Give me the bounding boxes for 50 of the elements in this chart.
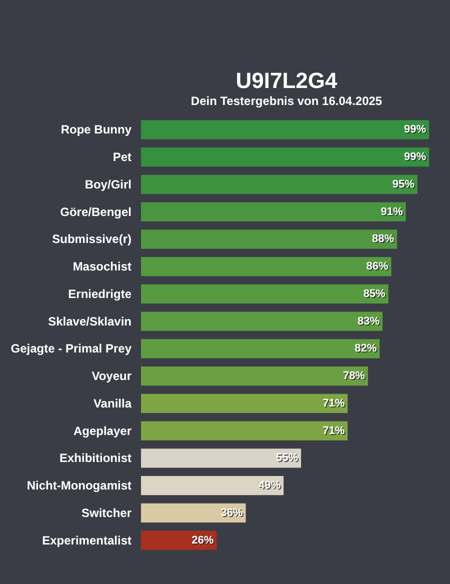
data-label: 36%	[222, 508, 244, 520]
data-label: 86%	[367, 262, 390, 274]
bar	[141, 174, 418, 194]
data-label: 26%	[192, 535, 215, 548]
chart-subtitle: Dein Testergebnis von 16.04.2025	[190, 94, 382, 108]
y-tick-label: Gejagte - Primal Prey	[10, 342, 132, 356]
data-label: 83%	[358, 316, 381, 328]
chart-title: U9I7L2G4	[236, 68, 338, 93]
data-label: 55%	[277, 453, 300, 466]
y-tick-label: Exhibitionist	[60, 451, 132, 466]
data-label: 95%	[393, 179, 416, 192]
y-tick-label: Göre/Bengel	[60, 204, 132, 219]
y-tick-label: Sklave/Sklavin	[48, 314, 132, 328]
data-label: 99%	[405, 152, 428, 164]
bar	[141, 312, 383, 331]
bar	[141, 394, 348, 414]
data-label: 71%	[324, 398, 346, 410]
y-tick-label: Experimentalist	[42, 533, 132, 548]
bar	[141, 503, 246, 523]
bar	[141, 421, 348, 440]
y-tick-label: Pet	[112, 150, 132, 164]
bar	[141, 147, 430, 167]
bar	[141, 530, 217, 550]
bar	[141, 230, 398, 249]
bar	[141, 284, 388, 304]
data-label: 88%	[373, 234, 396, 246]
data-label: 91%	[382, 206, 404, 219]
y-tick-label: Rope Bunny	[60, 122, 132, 137]
y-tick-label: Erniedrigte	[68, 286, 132, 301]
bar	[141, 256, 392, 276]
bar	[141, 476, 284, 496]
bar	[141, 202, 406, 222]
bar	[141, 366, 368, 386]
bar	[141, 120, 430, 140]
data-label: 49%	[260, 480, 282, 493]
y-tick-label: Switcher	[81, 506, 132, 520]
data-label: 82%	[356, 344, 378, 356]
y-tick-label: Nicht-Monogamist	[26, 478, 132, 493]
y-tick-label: Boy/Girl	[84, 177, 132, 192]
y-tick-label: Ageplayer	[73, 424, 132, 438]
data-label: 78%	[342, 370, 366, 382]
data-label: 99%	[405, 124, 428, 137]
bar	[141, 339, 380, 358]
y-tick-label: Vanilla	[93, 396, 132, 410]
data-label: 85%	[364, 288, 387, 301]
y-tick-label: Submissive(r)	[52, 232, 132, 246]
y-tick-label: Voyeur	[92, 369, 132, 384]
data-label: 71%	[324, 426, 346, 438]
y-tick-label: Masochist	[72, 260, 132, 274]
bar	[141, 448, 302, 468]
